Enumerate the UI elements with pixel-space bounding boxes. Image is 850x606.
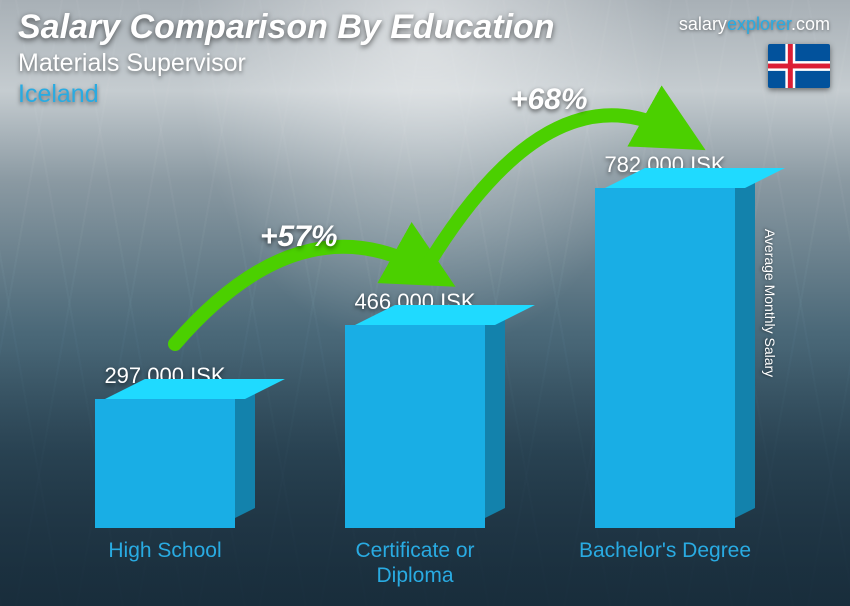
bar [595,188,735,528]
chart-subtitle: Materials Supervisor [18,49,832,78]
increase-pct-label: +57% [260,220,338,254]
iceland-flag-icon [768,44,830,88]
chart-country: Iceland [18,80,832,109]
bar [345,325,485,528]
bar-group: 466,000 ISKCertificate or Diploma [315,289,515,588]
brand-suffix: .com [791,14,830,34]
brand-watermark: salaryexplorer.com [679,14,830,35]
bar-group: 782,000 ISKBachelor's Degree [565,152,765,588]
bar [95,399,235,528]
y-axis-label: Average Monthly Salary [762,229,778,377]
bar-category-label: High School [108,538,221,588]
brand-accent: explorer [727,14,791,34]
bar-category-label: Certificate or Diploma [315,538,515,588]
bar-category-label: Bachelor's Degree [579,538,751,588]
bar-chart: 297,000 ISKHigh School466,000 ISKCertifi… [40,120,790,588]
bar-group: 297,000 ISKHigh School [65,363,265,588]
brand-prefix: salary [679,14,727,34]
flag-svg [768,44,830,88]
infographic-canvas: Salary Comparison By Education Materials… [0,0,850,606]
